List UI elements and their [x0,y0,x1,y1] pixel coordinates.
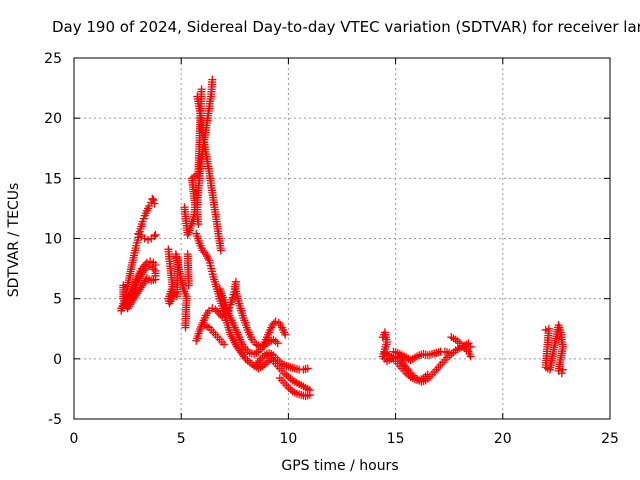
data-point [234,344,243,353]
data-point [281,330,290,339]
chart-title: Day 190 of 2024, Sidereal Day-to-day VTE… [52,18,640,36]
data-point [194,220,203,229]
y-tick-label: 15 [44,171,62,187]
data-point [243,356,252,365]
data-point [228,334,237,343]
data-point [184,281,193,290]
data-point [271,337,280,346]
data-point [204,254,212,263]
data-point [151,275,160,284]
data-point [227,332,236,341]
data-point [237,348,246,357]
data-point [150,232,159,241]
data-point [273,339,282,348]
x-tick-label: 10 [279,431,297,447]
y-tick-label: 0 [53,352,62,368]
data-point [466,352,475,361]
data-point [401,362,410,371]
x-tick-label: 25 [601,431,619,447]
data-point [229,336,238,345]
data-point [252,360,261,369]
y-tick-label: 25 [44,51,62,67]
data-point [284,372,293,381]
data-point [252,348,261,357]
x-tick-label: 0 [70,431,79,447]
data-point [226,330,235,339]
data-point [151,230,160,239]
data-point [140,266,149,275]
data-point [220,340,229,349]
data-point [240,352,249,361]
data-point [260,341,269,350]
data-point [238,350,247,359]
y-tick-label: 5 [53,292,62,308]
data-point [232,342,241,351]
x-tick-label: 20 [494,431,512,447]
y-tick-label: -5 [48,412,62,428]
data-point [558,365,567,374]
data-point [135,274,144,283]
y-tick-labels: 25 20 15 10 5 0 -5 [44,51,62,428]
grid [74,58,610,419]
data-point [197,85,206,94]
y-axis-title: SDTVAR / TECUs [6,183,22,298]
data-point [231,277,240,286]
data-point [423,370,432,379]
data-point [466,342,475,351]
data-point [149,265,158,274]
data-points [117,75,567,401]
data-point [136,272,145,281]
data-point [148,194,157,203]
axis-ticks [73,57,611,420]
data-point [230,338,239,347]
y-tick-label: 10 [44,232,62,248]
data-point [305,390,314,399]
data-point [235,346,244,355]
data-point [255,356,264,365]
data-point [216,246,225,255]
x-axis-title: GPS time / hours [281,458,398,474]
data-point [303,364,312,373]
data-point [445,348,454,357]
data-point [262,358,271,367]
data-point [201,250,210,259]
x-tick-labels: 0 5 10 15 20 25 [70,431,619,447]
data-point [202,252,211,261]
data-point [149,195,158,204]
x-tick-label: 15 [387,431,405,447]
data-point [181,323,190,332]
y-tick-label: 20 [44,111,62,127]
data-point [253,358,262,367]
x-tick-label: 5 [177,431,186,447]
data-point [150,199,159,208]
data-point [557,369,566,378]
